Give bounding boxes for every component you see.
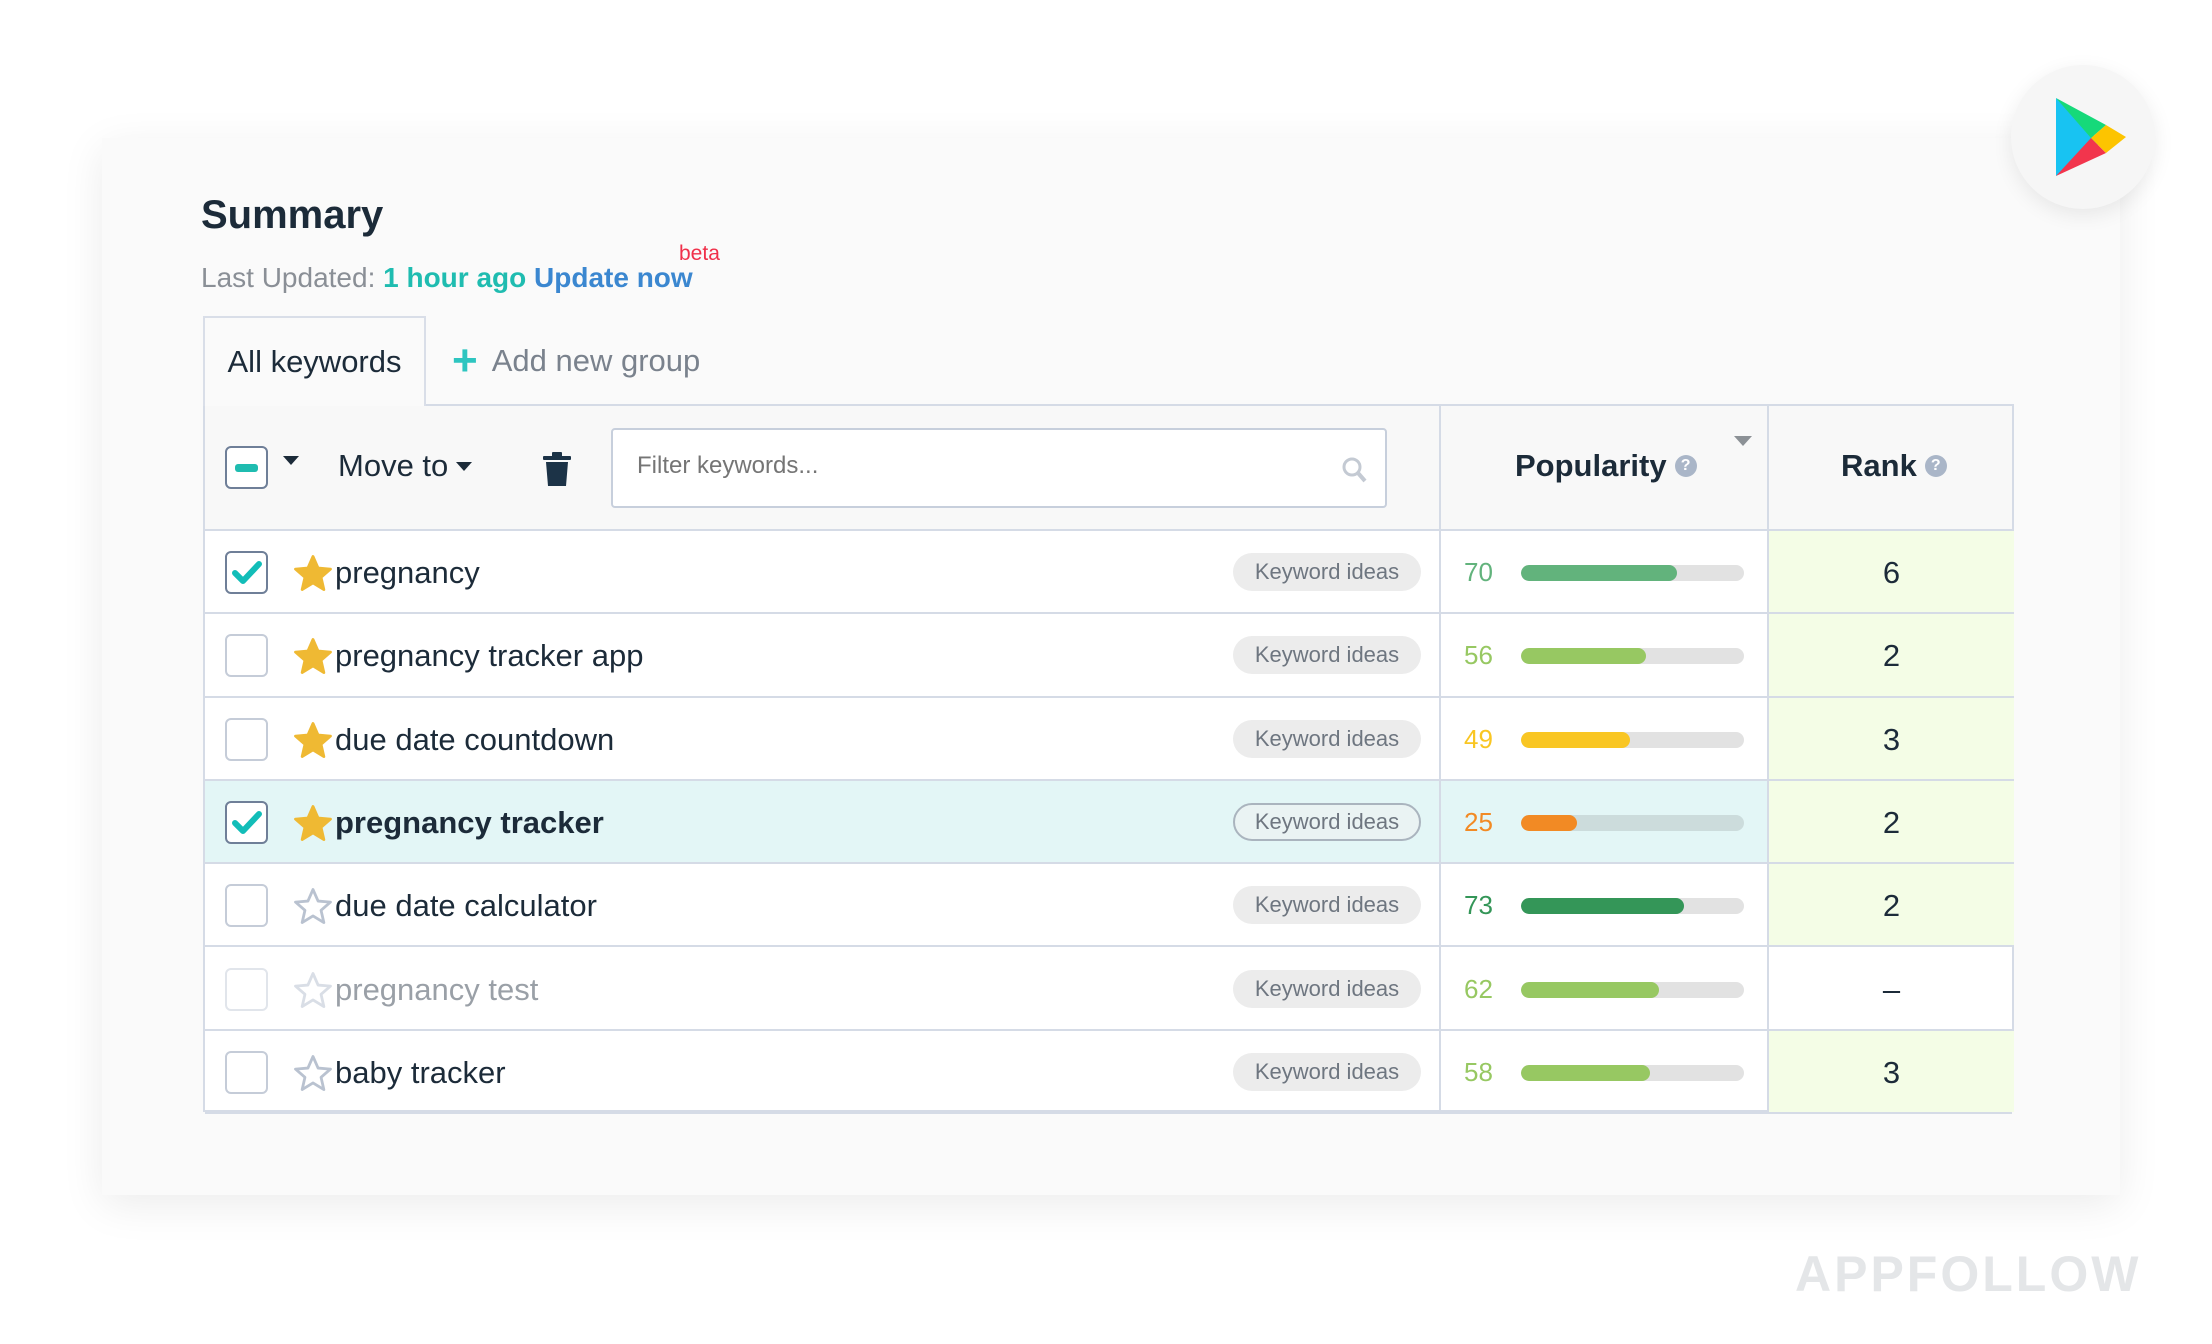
popularity-bar <box>1521 898 1744 915</box>
rank-value: 3 <box>1769 697 2014 779</box>
row-checkbox[interactable] <box>225 634 268 678</box>
popularity-label: Popularity <box>1515 448 1667 483</box>
rank-value: – <box>1882 971 1901 1007</box>
keyword-ideas-button[interactable]: Keyword ideas <box>1233 802 1421 841</box>
popularity-value: 56 <box>1464 640 1493 671</box>
keyword-ideas-button[interactable]: Keyword ideas <box>1233 969 1421 1008</box>
row-checkbox[interactable] <box>225 551 268 594</box>
column-divider <box>1439 406 1441 1110</box>
trash-icon[interactable] <box>543 452 571 486</box>
table-row[interactable]: pregnancy tracker app Keyword ideas 56 2 <box>205 614 2014 698</box>
popularity-bar <box>1521 1064 1744 1081</box>
table-row[interactable]: baby tracker Keyword ideas 58 3 <box>205 1030 2014 1115</box>
help-icon[interactable]: ? <box>1674 455 1697 477</box>
update-now-link[interactable]: Update now <box>534 262 693 293</box>
popularity-bar <box>1521 648 1744 665</box>
popularity-value: 70 <box>1464 557 1493 587</box>
keyword-text: due date calculator <box>335 888 597 924</box>
popularity-value: 49 <box>1464 723 1493 754</box>
sort-caret-icon[interactable] <box>1734 436 1752 446</box>
table-row[interactable]: due date calculator Keyword ideas 73 2 <box>205 864 2014 948</box>
popularity-bar-fill <box>1521 981 1660 998</box>
keyword-text: pregnancy tracker <box>335 804 604 840</box>
keyword-text: baby tracker <box>335 1054 506 1090</box>
table-row[interactable]: pregnancy test Keyword ideas 62 – <box>205 948 2012 1031</box>
keyword-text: pregnancy tracker app <box>335 638 644 674</box>
popularity-bar <box>1521 814 1744 831</box>
star-filled-icon[interactable] <box>292 803 334 845</box>
keyword-text: pregnancy <box>335 555 480 590</box>
keyword-text: pregnancy test <box>335 971 539 1007</box>
rank-value: 6 <box>1769 531 2014 613</box>
column-divider <box>1767 406 1769 1110</box>
popularity-bar-fill <box>1521 648 1646 665</box>
keyword-text: due date countdown <box>335 721 615 757</box>
rank-label: Rank <box>1841 448 1917 483</box>
popularity-bar-fill <box>1521 565 1678 581</box>
table-header: Move to Popularity ? Rank ? <box>205 406 2012 531</box>
table-row[interactable]: due date countdown Keyword ideas 49 3 <box>205 697 2014 781</box>
star-filled-icon[interactable] <box>292 636 334 678</box>
popularity-value: 25 <box>1464 806 1493 837</box>
popularity-column-header[interactable]: Popularity ? <box>1515 448 1697 484</box>
row-checkbox[interactable] <box>225 967 268 1011</box>
rank-value: 3 <box>1769 1030 2014 1113</box>
star-outline-icon[interactable] <box>292 886 334 928</box>
keyword-ideas-button[interactable]: Keyword ideas <box>1233 553 1421 591</box>
popularity-value: 58 <box>1464 1056 1493 1087</box>
star-outline-icon[interactable] <box>292 970 334 1012</box>
popularity-bar <box>1521 981 1744 998</box>
last-updated-value: 1 hour ago <box>383 262 527 293</box>
chevron-down-icon <box>456 461 473 471</box>
rank-column-header[interactable]: Rank ? <box>1841 448 1947 484</box>
move-to-label: Move to <box>338 448 449 483</box>
star-outline-icon[interactable] <box>292 1053 334 1095</box>
keywords-table: Move to Popularity ? Rank ? pregnancy Ke… <box>203 404 2014 1115</box>
appfollow-watermark: APPFOLLOW <box>1795 1246 2142 1302</box>
search-icon <box>1342 457 1367 483</box>
beta-badge: beta <box>679 242 720 265</box>
popularity-value: 73 <box>1464 890 1493 921</box>
star-filled-icon[interactable] <box>292 720 334 762</box>
popularity-value: 62 <box>1464 973 1493 1004</box>
last-updated-label: Last Updated: <box>201 262 376 293</box>
keyword-ideas-button[interactable]: Keyword ideas <box>1233 1052 1421 1091</box>
rank-value: 2 <box>1769 614 2014 696</box>
popularity-bar <box>1521 731 1744 748</box>
star-filled-icon[interactable] <box>292 553 334 595</box>
help-icon[interactable]: ? <box>1924 455 1947 477</box>
keyword-ideas-button[interactable]: Keyword ideas <box>1233 719 1421 758</box>
keyword-ideas-button[interactable]: Keyword ideas <box>1233 636 1421 675</box>
page-title: Summary <box>201 193 384 237</box>
row-checkbox[interactable] <box>225 800 268 844</box>
plus-icon: + <box>452 336 478 385</box>
google-play-icon <box>2011 65 2155 209</box>
rank-value: 2 <box>1769 780 2014 863</box>
add-group-label: Add new group <box>491 343 701 378</box>
filter-keywords-input[interactable] <box>611 428 1387 508</box>
table-row[interactable]: pregnancy tracker Keyword ideas 25 2 <box>205 780 2014 865</box>
select-all-checkbox[interactable] <box>225 446 268 489</box>
row-checkbox[interactable] <box>225 717 268 761</box>
move-to-dropdown[interactable]: Move to <box>338 448 473 484</box>
table-row[interactable]: pregnancy Keyword ideas 70 6 <box>205 531 2014 615</box>
popularity-bar-fill <box>1521 731 1631 748</box>
row-checkbox[interactable] <box>225 884 268 928</box>
popularity-bar-fill <box>1521 1064 1651 1081</box>
popularity-bar-fill <box>1521 898 1684 915</box>
popularity-bar <box>1521 565 1744 581</box>
filter-keywords-field[interactable] <box>637 452 1287 480</box>
rank-value: 2 <box>1769 864 2014 946</box>
row-checkbox[interactable] <box>225 1050 268 1094</box>
popularity-bar-fill <box>1521 814 1577 831</box>
add-new-group-button[interactable]: + Add new group <box>452 336 700 386</box>
tab-all-keywords[interactable]: All keywords <box>203 316 426 406</box>
select-dropdown-caret-icon[interactable] <box>283 456 299 465</box>
keyword-ideas-button[interactable]: Keyword ideas <box>1233 886 1421 925</box>
last-updated: Last Updated: 1 hour ago Update now <box>201 262 693 294</box>
